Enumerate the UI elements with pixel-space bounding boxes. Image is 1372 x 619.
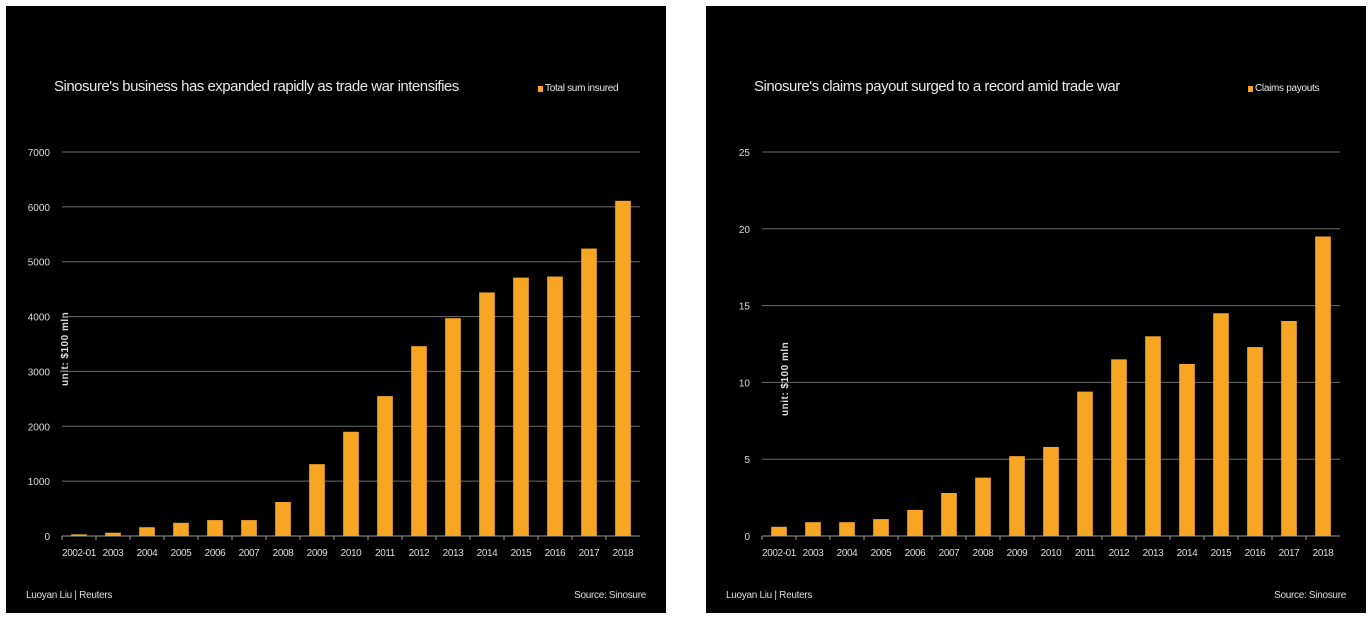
y-tick-label: 20 (739, 225, 751, 236)
x-tick-label: 2011 (375, 548, 396, 559)
x-tick-label: 2017 (1279, 548, 1300, 559)
bar (907, 509, 923, 536)
x-tick-label: 2002-01 (62, 548, 97, 559)
bar-chart: 0 1000 2000 3000 4000 5000 6000 7000 2002-01 2003… (28, 148, 640, 559)
x-tick-label: 2015 (511, 548, 532, 559)
bar (805, 522, 821, 536)
y-tick-label: 15 (739, 302, 751, 313)
x-tick-label: 2005 (171, 548, 192, 559)
bar (975, 477, 991, 536)
x-tick-label: 2004 (837, 548, 858, 559)
x-tick-label: 2010 (1041, 548, 1062, 559)
source-line: Source: Sinosure (1274, 590, 1346, 601)
bar (241, 520, 257, 536)
source-line: Source: Sinosure (574, 590, 646, 601)
y-tick-label: 3000 (28, 367, 51, 378)
bar (445, 318, 461, 536)
bar (615, 200, 631, 536)
y-tick-label: 0 (44, 532, 50, 543)
bar (105, 532, 121, 536)
y-tick-label: 25 (739, 148, 751, 159)
x-tick-label: 2005 (871, 548, 892, 559)
x-tick-label: 2002-01 (762, 548, 797, 559)
x-tick-label: 2013 (443, 548, 464, 559)
credit-line: Luoyan Liu | Reuters (26, 590, 113, 601)
bar (1111, 359, 1127, 536)
y-tick-label: 1000 (28, 477, 51, 488)
legend: Claims payouts (1248, 83, 1319, 94)
x-tick-label: 2018 (1313, 548, 1334, 559)
x-tick-label: 2014 (1177, 548, 1198, 559)
bar (377, 396, 393, 536)
bar (581, 248, 597, 536)
legend-label: Claims payouts (1255, 83, 1320, 94)
x-tick-label: 2011 (1075, 548, 1096, 559)
chart-title: Sinosure's claims payout surged to a rec… (754, 78, 1120, 95)
credit-line: Luoyan Liu | Reuters (726, 590, 813, 601)
x-tick-label: 2003 (803, 548, 824, 559)
chart-panel-total-sum-insured: Sinosure's business has expanded rapidly… (6, 6, 666, 613)
bar (513, 277, 529, 536)
y-tick-label: 5000 (28, 258, 51, 269)
bar (1043, 446, 1059, 536)
y-tick-label: 2000 (28, 422, 51, 433)
bar (1077, 391, 1093, 536)
x-tick-label: 2006 (205, 548, 226, 559)
x-tick-label: 2003 (103, 548, 124, 559)
x-tick-label: 2009 (307, 548, 328, 559)
bar (207, 520, 223, 536)
bar (1009, 456, 1025, 536)
y-tick-label: 10 (739, 378, 751, 389)
chart-panel-claims-payouts: Sinosure's claims payout surged to a rec… (706, 6, 1366, 613)
bar (839, 522, 855, 536)
legend: Total sum insured (538, 83, 619, 94)
bar (309, 464, 325, 536)
x-tick-label: 2012 (1109, 548, 1130, 559)
bar (275, 501, 291, 536)
x-tick-label: 2016 (1245, 548, 1266, 559)
bar (343, 431, 359, 536)
bar-chart: 0 5 10 15 20 25 2002-01 2003 2004 2005 2006 2007 200… (739, 148, 1340, 559)
bar (873, 519, 889, 536)
chart-title: Sinosure's business has expanded rapidly… (54, 78, 459, 95)
bar (771, 526, 787, 536)
x-tick-label: 2009 (1007, 548, 1028, 559)
y-tick-label: 4000 (28, 313, 51, 324)
bar (411, 346, 427, 536)
x-tick-label: 2012 (409, 548, 430, 559)
y-tick-label: 7000 (28, 148, 51, 159)
bar (1247, 347, 1263, 536)
x-tick-label: 2004 (137, 548, 158, 559)
x-tick-label: 2008 (273, 548, 294, 559)
bar (1145, 336, 1161, 536)
x-tick-label: 2017 (579, 548, 600, 559)
legend-swatch (538, 85, 543, 92)
x-tick-label: 2015 (1211, 548, 1232, 559)
y-tick-label: 5 (744, 455, 750, 466)
y-tick-label: 0 (744, 532, 750, 543)
bar (941, 492, 957, 536)
x-tick-label: 2016 (545, 548, 566, 559)
bar (1213, 313, 1229, 536)
bar (1315, 236, 1331, 537)
x-tick-label: 2010 (341, 548, 362, 559)
x-tick-label: 2006 (905, 548, 926, 559)
bar (1179, 363, 1195, 536)
legend-swatch (1248, 85, 1253, 92)
bar (173, 522, 189, 536)
x-tick-label: 2013 (1143, 548, 1164, 559)
bar (1281, 320, 1297, 536)
x-tick-label: 2008 (973, 548, 994, 559)
y-tick-label: 6000 (28, 203, 51, 214)
legend-label: Total sum insured (545, 83, 619, 94)
x-tick-label: 2018 (613, 548, 634, 559)
bar (547, 276, 563, 536)
bar (479, 292, 495, 536)
x-tick-label: 2007 (239, 548, 260, 559)
x-tick-label: 2014 (477, 548, 498, 559)
bar (139, 527, 155, 536)
bar (71, 534, 87, 536)
x-tick-label: 2007 (939, 548, 960, 559)
